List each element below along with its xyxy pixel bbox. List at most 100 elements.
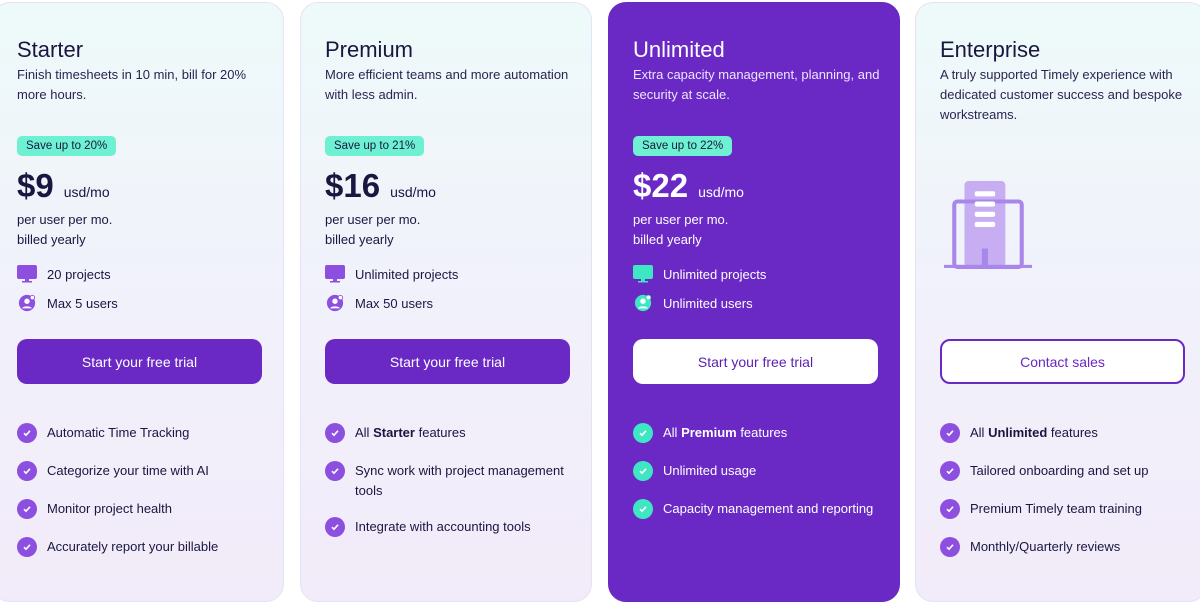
feature-item: Categorize your time with AI [17,461,267,481]
monitor-icon [17,265,37,283]
feature-text-bold: Premium [681,425,737,440]
projects-label: Unlimited projects [355,266,459,282]
feature-text: Automatic Time Tracking [47,423,189,443]
plan-description: Extra capacity management, planning, and… [633,67,880,102]
feature-text-part: All [355,425,374,440]
building-icon [944,181,1032,269]
feature-text-part: Categorize your time with AI [47,463,209,478]
feature-item: Accurately report your billable [17,537,267,557]
feature-item: Tailored onboarding and set up [940,461,1190,481]
check-icon [17,461,37,481]
feature-text-part: features [736,425,788,440]
monitor-icon [325,265,345,283]
check-icon [633,461,653,481]
plan-card-unlimited: Unlimited Extra capacity management, plan… [608,2,900,602]
feature-text: All Premium features [663,423,787,443]
plan-description: More efficient teams and more automation… [325,67,569,102]
plan-card-premium: Premium More efficient teams and more aut… [300,2,592,602]
feature-text: Accurately report your billable [47,537,218,557]
feature-text: Monthly/Quarterly reviews [970,537,1120,557]
plan-name: Enterprise [940,37,1041,62]
feature-text-part: All [663,425,682,440]
users-label: Unlimited users [663,295,753,311]
plan-name: Premium [325,37,414,62]
feature-text-part: Unlimited usage [663,463,757,478]
feature-text: Monitor project health [47,499,172,519]
feature-text: Capacity management and reporting [663,499,873,519]
feature-item: Automatic Time Tracking [17,423,267,443]
start-free-trial-button[interactable]: Start your free trial [633,339,878,384]
savings-badge: Save up to 21% [325,136,425,156]
user-icon [326,294,344,312]
feature-item: Integrate with accounting tools [325,517,575,537]
feature-text: Categorize your time with AI [47,461,209,481]
feature-item: Monitor project health [17,499,267,519]
users-limit: Unlimited users [633,294,753,312]
monitor-icon [633,265,653,283]
price-amount: $9 [17,167,54,204]
feature-text-part: Premium Timely team training [970,501,1142,516]
users-limit: Max 50 users [325,294,433,312]
check-icon [325,517,345,537]
feature-text-part: Tailored onboarding and set up [970,463,1149,478]
user-icon [634,294,652,312]
feature-text: Integrate with accounting tools [355,517,531,537]
feature-text: All Unlimited features [970,423,1098,443]
projects-limit: Unlimited projects [633,265,766,283]
check-icon [940,537,960,557]
plan-card-enterprise: Enterprise A truly supported Timely exper… [915,2,1200,602]
users-limit: Max 5 users [17,294,118,312]
feature-item: Sync work with project management tools [325,461,575,501]
users-label: Max 5 users [47,295,118,311]
billing-line: billed yearly [17,232,86,247]
price-unit: usd/mo [698,184,744,200]
feature-text-part: Capacity management and reporting [663,501,874,516]
price-amount: $22 [633,167,689,204]
feature-item: All Unlimited features [940,423,1190,443]
check-icon [633,499,653,519]
savings-badge: Save up to 22% [633,136,733,156]
feature-text-bold: Starter [373,425,415,440]
feature-text: Sync work with project management tools [355,461,575,501]
user-icon [18,294,36,312]
feature-item: All Premium features [633,423,883,443]
check-icon [940,423,960,443]
billing-note: per user per mo. billed yearly [633,210,728,250]
check-icon [325,461,345,481]
plan-description: Finish timesheets in 10 min, bill for 20… [17,67,247,102]
price-unit: usd/mo [63,184,110,200]
feature-text: All Starter features [355,423,466,443]
feature-text-bold: Unlimited [988,425,1048,440]
plan-name: Unlimited [633,37,725,62]
projects-limit: 20 projects [17,265,111,283]
feature-text-part: Monitor project health [47,501,173,516]
feature-text-part: All [970,425,989,440]
feature-text-part: Sync work with project management tools [355,463,564,498]
plan-description: A truly supported Timely experience with… [940,67,1183,122]
feature-text-part: Integrate with accounting tools [355,519,531,534]
check-icon [325,423,345,443]
savings-badge: Save up to 20% [17,136,117,156]
billing-note: per user per mo. billed yearly [325,210,420,250]
projects-label: 20 projects [47,266,111,282]
billing-line: per user per mo. [17,212,113,227]
projects-limit: Unlimited projects [325,265,458,283]
billing-line: billed yearly [633,232,702,247]
feature-text-part: Accurately report your billable [47,539,219,554]
start-free-trial-button[interactable]: Start your free trial [325,339,570,384]
check-icon [17,499,37,519]
billing-note: per user per mo. billed yearly [17,210,112,250]
billing-line: billed yearly [325,232,394,247]
start-free-trial-button[interactable]: Start your free trial [17,339,262,384]
projects-label: Unlimited projects [663,266,767,282]
feature-text: Unlimited usage [663,461,756,481]
plan-name: Starter [17,37,84,62]
contact-sales-button[interactable]: Contact sales [940,339,1185,384]
feature-text-part: features [1047,425,1098,440]
billing-line: per user per mo. [633,212,729,227]
feature-text: Tailored onboarding and set up [970,461,1149,481]
plan-card-starter: Starter Finish timesheets in 10 min, bill… [0,2,284,602]
users-label: Max 50 users [355,295,434,311]
check-icon [940,499,960,519]
feature-item: Premium Timely team training [940,499,1190,519]
